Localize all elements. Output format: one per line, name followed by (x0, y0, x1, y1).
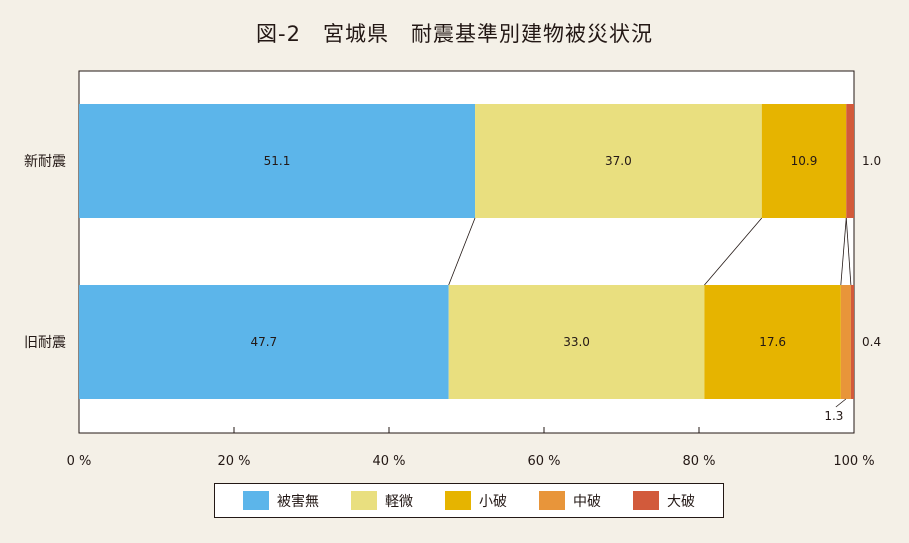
label-leader-line (835, 398, 847, 408)
legend-swatch (633, 491, 659, 510)
legend-swatch (539, 491, 565, 510)
legend-swatch (243, 491, 269, 510)
data-label: 10.9 (791, 154, 818, 168)
bar-segment (79, 104, 476, 218)
bar-segment (761, 104, 847, 218)
bar-segment (850, 285, 854, 399)
x-tick-label: 20 % (217, 454, 250, 469)
data-label: 1.3 (824, 409, 843, 423)
legend-label: 小破 (479, 493, 507, 510)
connector-line (845, 217, 852, 286)
legend-label: 軽微 (385, 493, 413, 510)
bar-segment (704, 285, 841, 399)
bar-segment (840, 285, 851, 399)
chart-title: 図-2 宮城県 耐震基準別建物被災状況 (256, 22, 653, 46)
data-label: 17.6 (759, 335, 786, 349)
connector-line (704, 217, 763, 286)
row-label: 旧耐震 (24, 335, 66, 351)
row-label: 新耐震 (24, 154, 66, 170)
data-label: 33.0 (563, 335, 590, 349)
legend-label: 大破 (667, 493, 695, 510)
data-label: 47.7 (250, 335, 277, 349)
legend-swatch (445, 491, 471, 510)
legend-item: 被害無 (243, 491, 319, 511)
x-tick-label: 40 % (372, 454, 405, 469)
legend-swatch (351, 491, 377, 510)
bar-segment (475, 104, 762, 218)
connector-line (448, 217, 476, 286)
legend-label: 中破 (573, 493, 601, 510)
data-label: 0.4 (862, 335, 881, 349)
x-tick-label: 0 % (67, 454, 92, 469)
legend-item: 大破 (633, 491, 695, 511)
bar-segment (79, 285, 449, 399)
data-label: 1.0 (862, 154, 881, 168)
connector-line (840, 217, 847, 286)
x-tick-label: 60 % (527, 454, 560, 469)
legend-item: 軽微 (351, 491, 413, 511)
legend-label: 被害無 (277, 493, 319, 510)
x-tick-label: 80 % (682, 454, 715, 469)
data-label: 51.1 (264, 154, 291, 168)
bar-segment (448, 285, 705, 399)
legend: 被害無 軽微 小破 中破 大破 (214, 483, 724, 518)
legend-item: 小破 (445, 491, 507, 511)
data-label: 37.0 (605, 154, 632, 168)
x-tick-label: 100 % (833, 454, 874, 469)
bar-segment (846, 104, 854, 218)
legend-item: 中破 (539, 491, 601, 511)
